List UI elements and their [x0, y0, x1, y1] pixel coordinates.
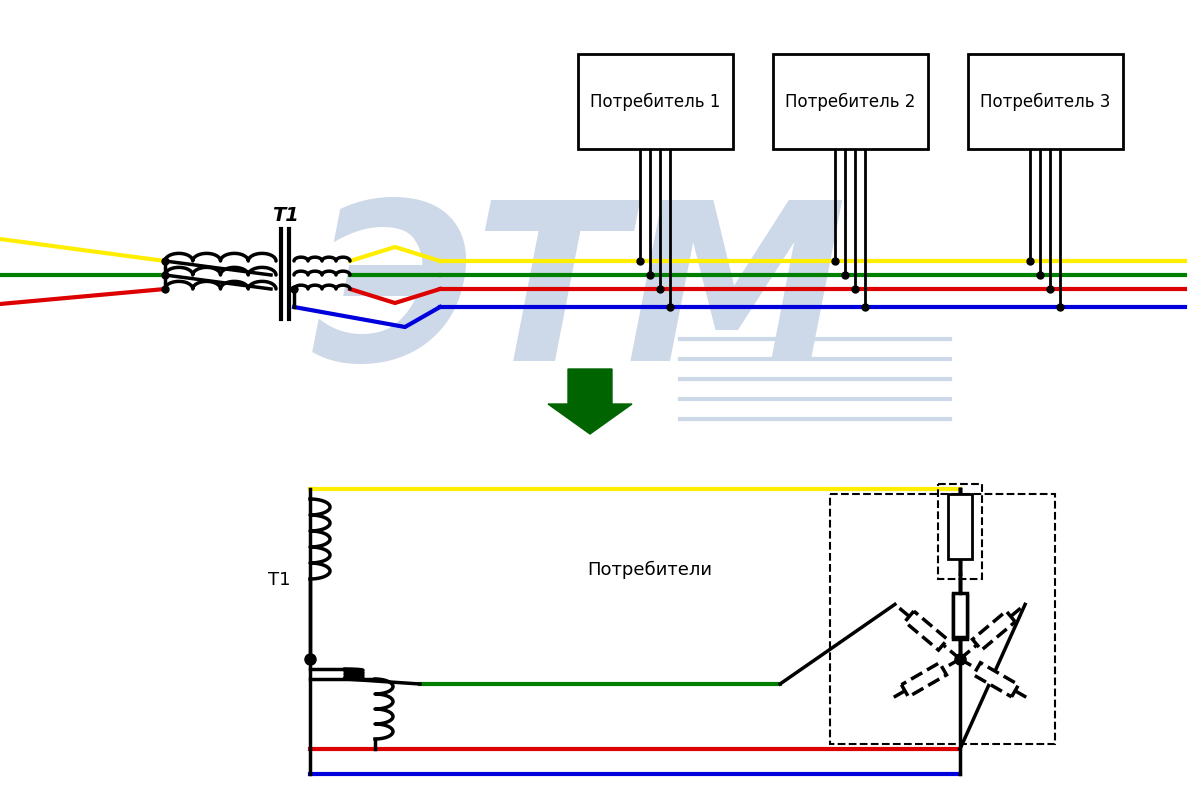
Bar [830, 495, 1055, 744]
Bar [578, 55, 733, 150]
Bar [968, 55, 1123, 150]
Text: Потребитель 1: Потребитель 1 [590, 92, 720, 111]
Polygon shape [953, 595, 967, 640]
Polygon shape [972, 611, 1015, 650]
Text: Потребитель 2: Потребитель 2 [785, 92, 916, 111]
Polygon shape [548, 370, 632, 435]
Polygon shape [905, 611, 948, 650]
Bar [938, 484, 982, 579]
Polygon shape [973, 663, 1019, 697]
Bar [948, 495, 972, 560]
Polygon shape [901, 663, 947, 697]
Bar [773, 55, 928, 150]
Text: T1: T1 [271, 206, 299, 225]
Text: Потребители: Потребители [588, 560, 713, 578]
Text: T1: T1 [268, 570, 290, 588]
Text: ЭТМ: ЭТМ [312, 193, 848, 406]
Text: Потребитель 3: Потребитель 3 [980, 92, 1110, 111]
Polygon shape [953, 593, 967, 637]
